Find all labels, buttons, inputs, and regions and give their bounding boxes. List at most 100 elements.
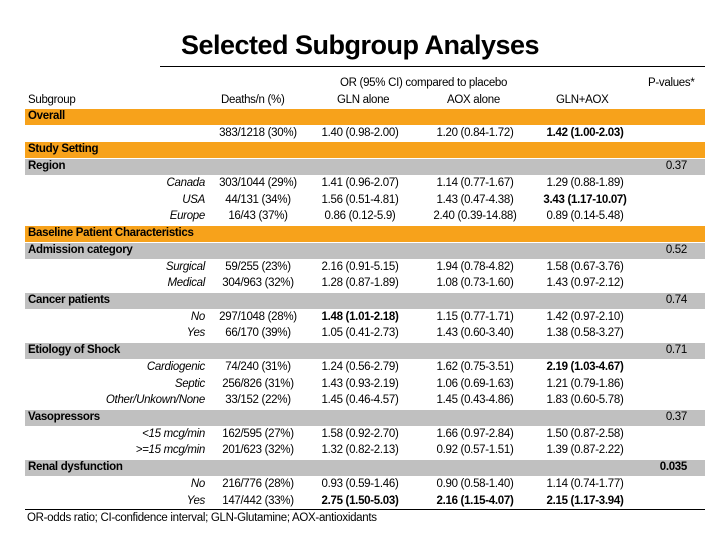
deaths-cell: 303/1044 (29%) bbox=[219, 176, 297, 189]
row-label: Admission category bbox=[28, 243, 133, 256]
gln-cell: 1.24 (0.56-2.79) bbox=[321, 360, 399, 373]
footnote: OR-odds ratio; CI-confidence interval; G… bbox=[27, 512, 377, 524]
deaths-cell: 162/595 (27%) bbox=[222, 427, 294, 440]
glnaox-cell: 1.42 (0.97-2.10) bbox=[546, 310, 624, 323]
gln-cell: 1.41 (0.96-2.07) bbox=[321, 176, 399, 189]
glnaox-cell: 2.15 (1.17-3.94) bbox=[546, 494, 624, 507]
table-row: Canada 303/1044 (29%) 1.41 (0.96-2.07) 1.14… bbox=[25, 176, 705, 192]
title-divider bbox=[160, 66, 705, 67]
aox-cell: 1.62 (0.75-3.51) bbox=[436, 360, 514, 373]
subgroup-label: Surgical bbox=[165, 260, 205, 273]
category-row: Vasopressors 0.37 bbox=[25, 410, 705, 426]
glnaox-cell: 1.58 (0.67-3.76) bbox=[546, 260, 624, 273]
section-row: Baseline Patient Characteristics bbox=[25, 226, 705, 242]
p-value: 0.035 bbox=[659, 461, 688, 474]
deaths-cell: 59/255 (23%) bbox=[225, 260, 291, 273]
category-row: Region 0.37 bbox=[25, 159, 705, 176]
section-row: Study Setting bbox=[25, 142, 705, 159]
gln-cell: 1.43 (0.93-2.19) bbox=[321, 377, 399, 390]
pvalues-header: P-values* bbox=[648, 77, 695, 89]
table-row: No 297/1048 (28%) 1.48 (1.01-2.18) 1.15 (0.… bbox=[25, 310, 705, 326]
category-row: Admission category 0.52 bbox=[25, 242, 705, 259]
subgroup-label: No bbox=[190, 477, 205, 490]
p-value: 0.74 bbox=[665, 293, 687, 306]
subgroup-label: Europe bbox=[169, 210, 206, 223]
row-label: Region bbox=[28, 160, 66, 173]
deaths-header: Deaths/n (%) bbox=[221, 94, 285, 106]
deaths-cell: 216/776 (28%) bbox=[222, 477, 294, 490]
category-row: Etiology of Shock 0.71 bbox=[25, 343, 705, 360]
gln-cell: 0.93 (0.59-1.46) bbox=[321, 477, 399, 490]
subgroup-label: Yes bbox=[186, 494, 206, 507]
gln-cell: 2.75 (1.50-5.03) bbox=[321, 494, 399, 507]
table-row: >=15 mcg/min 201/623 (32%) 1.32 (0.82-2.13… bbox=[25, 443, 705, 459]
subgroup-label: Yes bbox=[186, 327, 206, 340]
gln-header: GLN alone bbox=[337, 94, 390, 106]
glnaox-header: GLN+AOX bbox=[556, 94, 609, 106]
table-row: Medical 304/963 (32%) 1.28 (0.87-1.89) 1.08… bbox=[25, 276, 705, 292]
gln-cell: 1.40 (0.98-2.00) bbox=[321, 126, 399, 139]
p-value: 0.71 bbox=[665, 344, 687, 357]
deaths-cell: 201/623 (32%) bbox=[222, 444, 294, 457]
subgroup-header: Subgroup bbox=[28, 94, 76, 106]
subgroup-label: No bbox=[190, 310, 205, 323]
glnaox-cell: 1.21 (0.79-1.86) bbox=[546, 377, 624, 390]
aox-cell: 2.16 (1.15-4.07) bbox=[436, 494, 514, 507]
table-row: No 216/776 (28%) 0.93 (0.59-1.46) 0.90 (0.5… bbox=[25, 477, 705, 493]
gln-cell: 0.86 (0.12-5.9) bbox=[324, 210, 396, 223]
table-row: Other/Unkown/None 33/152 (22%) 1.45 (0.46-… bbox=[25, 393, 705, 409]
table-row: Cardiogenic 74/240 (31%) 1.24 (0.56-2.79) 1… bbox=[25, 360, 705, 376]
table-row: Yes 66/170 (39%) 1.05 (0.41-2.73) 1.43 (0.6… bbox=[25, 326, 705, 342]
section-row: Overall bbox=[25, 109, 705, 125]
row-label: Etiology of Shock bbox=[28, 344, 121, 357]
deaths-cell: 44/131 (34%) bbox=[225, 193, 291, 206]
aox-cell: 1.94 (0.78-4.82) bbox=[436, 260, 514, 273]
row-label: Study Setting bbox=[28, 143, 99, 156]
glnaox-cell: 3.43 (1.17-10.07) bbox=[543, 193, 627, 206]
aox-cell: 1.43 (0.47-4.38) bbox=[436, 193, 514, 206]
subgroup-label: Medical bbox=[167, 277, 205, 290]
p-value: 0.37 bbox=[665, 160, 687, 173]
glnaox-cell: 2.19 (1.03-4.67) bbox=[546, 360, 624, 373]
deaths-cell: 16/43 (37%) bbox=[228, 210, 288, 223]
subgroup-label: Canada bbox=[166, 176, 206, 189]
category-row: Cancer patients 0.74 bbox=[25, 292, 705, 309]
table-row: 383/1218 (30%) 1.40 (0.98-2.00) 1.20 (0.84… bbox=[25, 126, 705, 142]
row-label: Baseline Patient Characteristics bbox=[28, 227, 194, 239]
aox-cell: 1.45 (0.43-4.86) bbox=[436, 394, 514, 407]
deaths-cell: 383/1218 (30%) bbox=[219, 126, 297, 139]
glnaox-cell: 1.38 (0.58-3.27) bbox=[546, 327, 624, 340]
aox-cell: 0.92 (0.57-1.51) bbox=[436, 444, 514, 457]
glnaox-cell: 1.50 (0.87-2.58) bbox=[546, 427, 624, 440]
p-value: 0.52 bbox=[665, 243, 687, 256]
gln-cell: 1.05 (0.41-2.73) bbox=[321, 327, 399, 340]
aox-cell: 1.14 (0.77-1.67) bbox=[436, 176, 514, 189]
glnaox-cell: 1.39 (0.87-2.22) bbox=[546, 444, 624, 457]
gln-cell: 2.16 (0.91-5.15) bbox=[321, 260, 399, 273]
deaths-cell: 297/1048 (28%) bbox=[219, 310, 297, 323]
subgroup-label: <15 mcg/min bbox=[142, 427, 205, 440]
aox-cell: 1.20 (0.84-1.72) bbox=[436, 126, 514, 139]
aox-cell: 0.90 (0.58-1.40) bbox=[436, 477, 514, 490]
gln-cell: 1.28 (0.87-1.89) bbox=[321, 277, 399, 290]
gln-cell: 1.48 (1.01-2.18) bbox=[321, 310, 399, 323]
gln-cell: 1.45 (0.46-4.57) bbox=[321, 394, 399, 407]
row-label: Renal dysfunction bbox=[28, 461, 123, 474]
deaths-cell: 33/152 (22%) bbox=[225, 394, 291, 407]
aox-cell: 1.15 (0.77-1.71) bbox=[436, 310, 514, 323]
or-group-header: OR (95% CI) compared to placebo bbox=[340, 77, 508, 89]
row-label: Cancer patients bbox=[28, 293, 110, 306]
table-bottom-rule bbox=[25, 509, 705, 510]
row-label: Vasopressors bbox=[28, 411, 100, 423]
aox-cell: 2.40 (0.39-14.88) bbox=[433, 210, 517, 223]
category-row: Renal dysfunction 0.035 bbox=[25, 460, 705, 477]
glnaox-cell: 0.89 (0.14-5.48) bbox=[546, 210, 624, 223]
glnaox-cell: 1.43 (0.97-2.12) bbox=[546, 277, 624, 290]
deaths-cell: 304/963 (32%) bbox=[222, 277, 294, 290]
aox-header: AOX alone bbox=[447, 94, 500, 106]
deaths-cell: 74/240 (31%) bbox=[225, 360, 291, 373]
gln-cell: 1.58 (0.92-2.70) bbox=[321, 427, 399, 440]
subgroup-label: >=15 mcg/min bbox=[135, 444, 206, 457]
glnaox-cell: 1.42 (1.00-2.03) bbox=[546, 126, 624, 139]
subgroup-label: USA bbox=[182, 193, 205, 206]
